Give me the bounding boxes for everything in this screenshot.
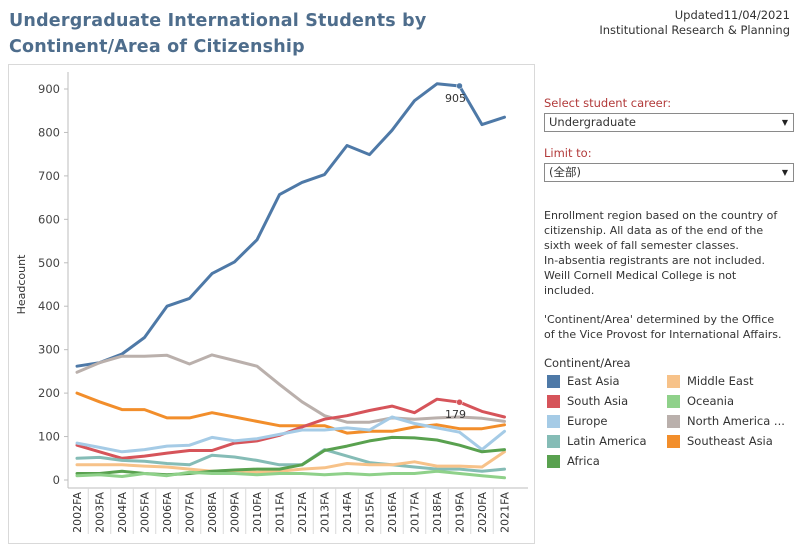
legend-swatch bbox=[667, 414, 680, 428]
legend: East Asia Middle East South Asia Oceania Eur… bbox=[544, 374, 794, 494]
x-tick-label: 2018FA bbox=[431, 492, 444, 533]
chevron-down-icon[interactable]: ▼ bbox=[781, 168, 788, 177]
series-line bbox=[75, 391, 506, 435]
legend-swatch bbox=[667, 374, 680, 388]
x-tick-label: 2019FA bbox=[454, 492, 467, 533]
legend-swatch bbox=[667, 434, 680, 448]
legend-swatch bbox=[547, 394, 560, 408]
career-select[interactable]: Undergraduate ▼ bbox=[544, 113, 794, 132]
y-tick-label: 200 bbox=[38, 386, 60, 400]
series-line bbox=[75, 82, 506, 368]
legend-item[interactable]: Latin America bbox=[547, 434, 647, 448]
y-tick-label: 900 bbox=[38, 82, 60, 96]
data-point bbox=[456, 398, 463, 406]
y-tick-label: 100 bbox=[38, 430, 60, 444]
x-tick-label: 2014FA bbox=[341, 492, 354, 533]
x-tick-label: 2005FA bbox=[139, 492, 152, 533]
x-tick-label: 2006FA bbox=[161, 492, 174, 533]
limit-select[interactable]: (全部) ▼ bbox=[544, 163, 794, 182]
data-label: 179 bbox=[445, 408, 466, 421]
filter-panel: Select student career: Undergraduate ▼ L… bbox=[544, 96, 794, 494]
y-tick-label: 300 bbox=[38, 343, 60, 357]
x-tick-label: 2004FA bbox=[116, 492, 129, 533]
updated-org: Institutional Research & Planning bbox=[599, 23, 790, 37]
limit-select-value: (全部) bbox=[549, 165, 581, 179]
x-tick-label: 2020FA bbox=[476, 492, 489, 533]
y-tick-label: 0 bbox=[53, 473, 60, 487]
y-tick-label: 600 bbox=[38, 212, 60, 226]
chevron-down-icon[interactable]: ▼ bbox=[781, 118, 788, 127]
limit-label: Limit to: bbox=[544, 146, 592, 160]
legend-label: Oceania bbox=[687, 394, 735, 408]
legend-item[interactable]: South Asia bbox=[547, 394, 628, 408]
career-select-value: Undergraduate bbox=[549, 115, 636, 129]
x-tick-label: 2017FA bbox=[409, 492, 422, 533]
career-label: Select student career: bbox=[544, 96, 672, 110]
x-tick-label: 2015FA bbox=[364, 492, 377, 533]
legend-item[interactable]: Southeast Asia bbox=[667, 434, 773, 448]
legend-swatch bbox=[547, 434, 560, 448]
x-tick-label: 2012FA bbox=[296, 492, 309, 533]
x-tick-label: 2010FA bbox=[251, 492, 264, 533]
legend-item[interactable]: Middle East bbox=[667, 374, 753, 388]
legend-label: Europe bbox=[567, 414, 608, 428]
legend-label: Latin America bbox=[567, 434, 647, 448]
legend-swatch bbox=[547, 414, 560, 428]
continent-note: 'Continent/Area' determined by the Offic… bbox=[544, 313, 782, 341]
x-tick-label: 2009FA bbox=[229, 492, 242, 533]
series-line bbox=[75, 353, 506, 424]
x-tick-label: 2003FA bbox=[94, 492, 107, 533]
x-tick-label: 2007FA bbox=[184, 492, 197, 533]
y-tick-label: 700 bbox=[38, 169, 60, 183]
page-title: Undergraduate International Students by … bbox=[9, 11, 427, 57]
updated-info: Updated11/04/2021 Institutional Research… bbox=[599, 8, 790, 38]
line-chart: 0 100 200 300 400 500 600 700 800 900 Headcount 200… bbox=[8, 64, 535, 544]
x-tick-label: 2013FA bbox=[319, 492, 332, 533]
data-point bbox=[456, 82, 463, 90]
x-tick-label: 2016FA bbox=[386, 492, 399, 533]
legend-label: North America ... bbox=[687, 414, 785, 428]
enrollment-note: Enrollment region based on the country o… bbox=[544, 209, 778, 297]
series-line bbox=[75, 415, 506, 454]
legend-title: Continent/Area bbox=[544, 356, 631, 370]
legend-label: South Asia bbox=[567, 394, 629, 408]
y-tick-label: 800 bbox=[38, 125, 60, 139]
series-line bbox=[75, 450, 506, 474]
legend-item[interactable]: North America ... bbox=[667, 414, 785, 428]
legend-swatch bbox=[547, 454, 560, 468]
chart-area: 0 100 200 300 400 500 600 700 800 900 Headcount 200… bbox=[8, 64, 535, 544]
data-label: 905 bbox=[445, 92, 466, 105]
x-tick-label: 2002FA bbox=[71, 492, 84, 533]
legend-label: Africa bbox=[567, 454, 600, 468]
series-line bbox=[75, 469, 506, 480]
x-tick-label: 2011FA bbox=[274, 492, 287, 533]
y-tick-label: 500 bbox=[38, 256, 60, 270]
y-axis-label: Headcount bbox=[15, 254, 28, 314]
legend-label: Southeast Asia bbox=[687, 434, 773, 448]
y-tick-label: 400 bbox=[38, 299, 60, 313]
legend-label: East Asia bbox=[567, 374, 620, 388]
x-tick-label: 2021FA bbox=[499, 492, 512, 533]
legend-swatch bbox=[667, 394, 680, 408]
legend-swatch bbox=[547, 374, 560, 388]
legend-label: Middle East bbox=[687, 374, 754, 388]
x-tick-label: 2008FA bbox=[206, 492, 219, 533]
legend-item[interactable]: Europe bbox=[547, 414, 607, 428]
legend-item[interactable]: East Asia bbox=[547, 374, 620, 388]
series-line bbox=[75, 448, 506, 473]
updated-date: Updated11/04/2021 bbox=[674, 8, 790, 22]
legend-item[interactable]: Oceania bbox=[667, 394, 734, 408]
legend-item[interactable]: Africa bbox=[547, 454, 600, 468]
